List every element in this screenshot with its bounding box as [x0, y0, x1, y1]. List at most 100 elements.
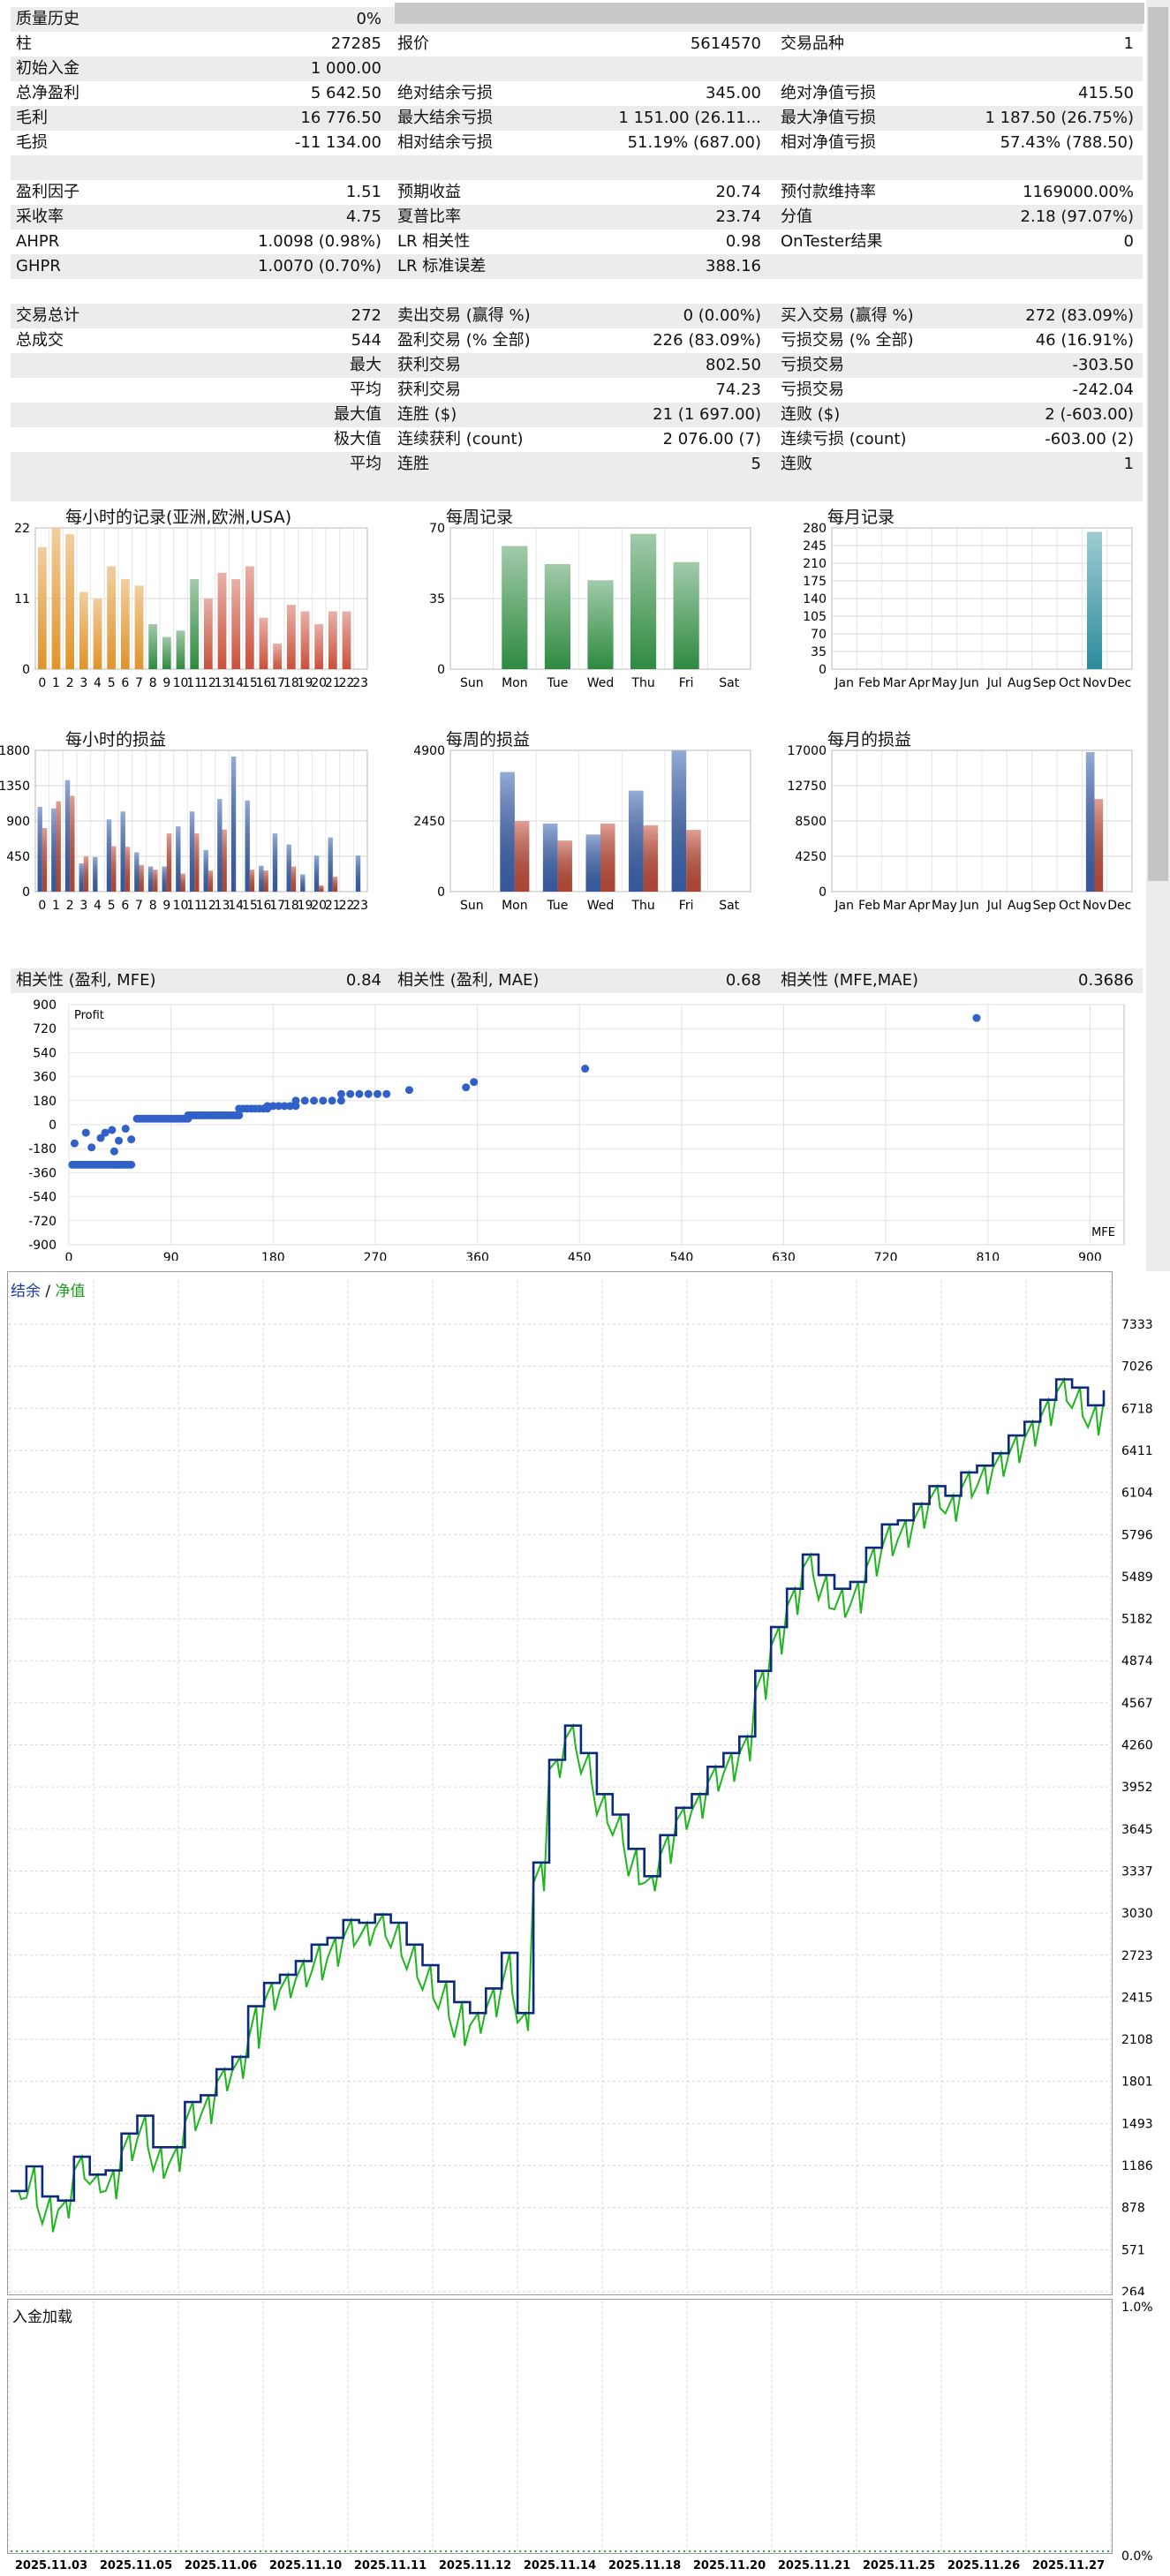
stats-row: 平均 获利交易 74.23 亏损交易 -242.04: [11, 378, 1143, 403]
x-tick-label: 21: [325, 899, 341, 913]
stat-label: 总净盈利: [16, 84, 79, 102]
y-tick-label: 140: [803, 592, 827, 606]
bar-shade: [557, 840, 572, 892]
scatter-point: [581, 1065, 590, 1073]
x-tick-label: Nov: [1083, 676, 1106, 690]
x-tick-label: May: [932, 899, 957, 913]
stat-label: 相对结余亏损: [397, 133, 493, 152]
bar-shade: [208, 870, 214, 892]
stat-label: 分值: [781, 207, 812, 226]
x-tick-label: 540: [670, 1251, 694, 1261]
x-tick-label: 2025.11.27: [1032, 2559, 1105, 2572]
bar-shade: [111, 846, 117, 892]
stat-value: 0: [1123, 232, 1134, 251]
y-tick-label: 0: [437, 885, 445, 900]
stats-row: GHPR 1.0070 (0.70%) LR 标准误差 388.16: [11, 254, 1143, 279]
scatter-point: [374, 1089, 382, 1098]
bar-shade: [585, 834, 600, 892]
y-tick-label: 1350: [0, 780, 30, 794]
x-tick-label: 6: [121, 676, 129, 690]
stats-row: 最大值 连胜 ($) 21 (1 697.00) 连败 ($) 2 (-603.00): [11, 403, 1143, 427]
y-tick-label: 3645: [1121, 1823, 1153, 1837]
stat-value: [593, 155, 761, 180]
x-tick-label: 0: [38, 676, 46, 690]
stat-label: 连胜 ($): [397, 405, 457, 424]
y-tick-label: -720: [28, 1215, 57, 1229]
x-tick-label: 4: [94, 899, 102, 913]
x-tick-label: 19: [298, 899, 313, 913]
x-tick-label: 450: [568, 1251, 592, 1261]
stat-label: AHPR: [16, 232, 60, 251]
deposit-load-frame: [7, 2299, 1113, 2554]
stat-value: [214, 279, 381, 304]
x-tick-label: 9: [162, 899, 170, 913]
stat-value: 415.50: [1078, 84, 1134, 102]
y-tick-label: 4250: [795, 850, 827, 864]
stat-value: 1 000.00: [310, 59, 381, 78]
stat-label: 亏损交易: [781, 356, 844, 374]
bar-shade: [222, 829, 227, 892]
bar-shade: [194, 833, 200, 892]
y-tick-label: 2450: [413, 815, 445, 829]
plot-frame: [34, 527, 368, 670]
y-tick-label: 0: [819, 885, 827, 900]
y-tick-label: 5182: [1121, 1613, 1153, 1627]
bar-shade: [259, 865, 264, 892]
y-tick-label: 6411: [1121, 1444, 1153, 1458]
bar-shade: [65, 534, 75, 669]
bar-shade: [328, 611, 337, 669]
stat-label: 连胜: [397, 455, 429, 473]
y-tick-label: 70: [811, 628, 827, 642]
bar-shade: [249, 870, 255, 892]
stats-row: 极大值 连续获利 (count) 2 076.00 (7) 连续亏损 (count) -…: [11, 427, 1143, 452]
bar-shade: [514, 821, 530, 892]
bar-shade: [263, 870, 268, 892]
stat-value: 2.18 (97.07%): [1020, 207, 1134, 226]
scatter-point: [355, 1089, 364, 1098]
bar-shade: [259, 617, 268, 669]
stats-row: [11, 155, 1143, 180]
scatter-point: [346, 1089, 355, 1098]
x-tick-label: 10: [173, 899, 189, 913]
bar-shade: [1085, 752, 1095, 892]
x-tick-label: Fri: [679, 676, 694, 690]
balance-equity-chart: 7333 7026 6718 6411 6104 5796 5489 5182 4874 4567…: [8, 1280, 1153, 2295]
scatter-point: [268, 1102, 277, 1111]
bar-shade: [134, 585, 144, 669]
y-tick-label: 17000: [787, 744, 827, 758]
scrollbar-thumb[interactable]: [1148, 7, 1168, 881]
x-tick-label: 4: [94, 676, 102, 690]
x-tick-label: 15: [242, 676, 258, 690]
corr-value-1: 0.84: [345, 971, 381, 990]
x-tick-label: Aug: [1008, 676, 1031, 690]
scatter-point: [336, 1089, 345, 1098]
scatter-point: [87, 1143, 96, 1152]
x-tick-label: 23: [352, 899, 368, 913]
stat-value: 46 (16.91%): [1035, 331, 1134, 350]
x-tick-label: 2025.11.14: [524, 2559, 596, 2572]
bar-shade: [286, 844, 291, 892]
stat-label: 报价: [397, 34, 429, 53]
x-tick-label: Aug: [1008, 899, 1031, 913]
bar-shade: [355, 855, 361, 892]
bar-shade: [300, 611, 310, 669]
bar-shade: [147, 866, 154, 892]
bar-shade: [93, 599, 102, 669]
x-tick-label: 16: [256, 676, 272, 690]
x-tick-label: 2025.11.20: [693, 2559, 766, 2572]
stat-label: 绝对净值亏损: [781, 84, 876, 102]
chart-title: 每周的损益: [446, 730, 531, 749]
plot-frame: [34, 749, 368, 893]
y-tick-label: 0: [22, 663, 30, 677]
bar-chart-month_pl: 17000 12750 8500 4250 0 Jan Feb Mar Apr May Jun Jul…: [787, 744, 1133, 913]
corr-label-2: 相关性 (盈利, MAE): [397, 971, 540, 990]
x-tick-label: 630: [772, 1251, 796, 1261]
stats-row: 柱 27285 报价 5614570 交易品种 1: [11, 32, 1143, 56]
x-tick-label: May: [932, 676, 957, 690]
scatter-point: [101, 1128, 109, 1137]
bar-shade: [203, 849, 208, 892]
bar-shade: [286, 605, 296, 669]
bar-shade: [64, 780, 71, 892]
bar-shade: [1087, 531, 1102, 669]
